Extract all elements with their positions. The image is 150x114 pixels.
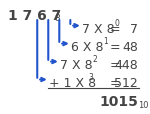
Text: 7 X 8: 7 X 8	[82, 23, 115, 36]
Text: 1 7 6 7: 1 7 6 7	[8, 9, 62, 23]
Text: 7 X 8: 7 X 8	[60, 59, 93, 72]
Text: 1015: 1015	[99, 94, 138, 108]
Text: 7: 7	[130, 23, 138, 36]
Text: + 1 X 8: + 1 X 8	[49, 76, 96, 89]
Text: 1: 1	[103, 36, 108, 45]
Text: 48: 48	[122, 41, 138, 54]
Text: 8: 8	[54, 14, 60, 23]
Text: =: =	[110, 41, 120, 54]
Text: 448: 448	[114, 59, 138, 72]
Text: 512: 512	[114, 76, 138, 89]
Text: =: =	[110, 59, 120, 72]
Text: 0: 0	[114, 19, 119, 28]
Text: =: =	[110, 76, 120, 89]
Text: 2: 2	[92, 54, 97, 63]
Text: 6 X 8: 6 X 8	[71, 41, 104, 54]
Text: =: =	[110, 23, 120, 36]
Text: 3: 3	[88, 72, 93, 81]
Text: 10: 10	[138, 100, 148, 109]
